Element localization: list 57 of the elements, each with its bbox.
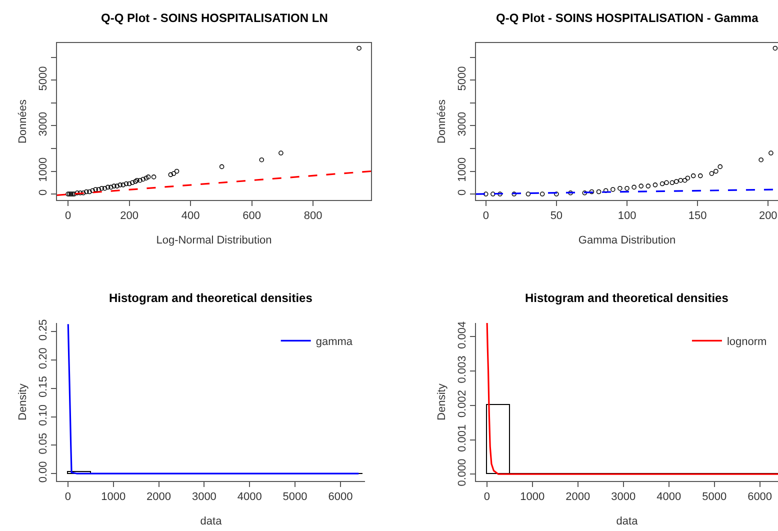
y-tick-label: 5000 xyxy=(38,66,50,91)
y-tick-label: 3000 xyxy=(38,112,50,136)
y-tick-label: 0.20 xyxy=(38,348,50,369)
x-axis-title: data xyxy=(200,515,223,528)
x-tick-label: 400 xyxy=(181,210,200,222)
x-tick-label: 4000 xyxy=(656,491,682,504)
chart-title: Histogram and theoretical densities xyxy=(109,291,313,305)
x-tick-label: 3000 xyxy=(611,491,636,504)
x-tick-label: 3000 xyxy=(192,491,216,504)
x-tick-label: 1000 xyxy=(520,491,545,504)
x-tick-label: 0 xyxy=(64,210,72,222)
y-tick-label: 0.15 xyxy=(38,376,50,398)
x-tick-label: 0 xyxy=(64,491,71,504)
x-tick-label: 6000 xyxy=(748,491,772,504)
x-tick-label: 100 xyxy=(618,210,636,222)
x-tick-label: 1000 xyxy=(101,491,126,504)
x-tick-label: 200 xyxy=(758,210,778,222)
x-tick-label: 150 xyxy=(688,210,707,222)
y-tick-label: 0.001 xyxy=(456,424,469,452)
y-tick-label: 0.003 xyxy=(456,356,469,384)
x-tick-label: 800 xyxy=(304,210,322,222)
y-tick-label: 0.000 xyxy=(456,458,469,486)
x-tick-label: 600 xyxy=(242,210,262,222)
x-tick-label: 0 xyxy=(484,491,490,504)
x-tick-label: 2000 xyxy=(146,491,171,504)
y-tick-label: 0.002 xyxy=(456,390,469,418)
y-tick-label: 0 xyxy=(38,189,50,196)
x-tick-label: 4000 xyxy=(237,491,262,504)
y-tick-label: 0.25 xyxy=(38,319,50,341)
y-axis-title: Density xyxy=(17,383,30,420)
x-tick-label: 5000 xyxy=(702,491,727,504)
x-axis-title: Log-Normal Distribution xyxy=(156,234,272,246)
chart-title: Q-Q Plot - SOINS HOSPITALISATION LN xyxy=(101,11,328,25)
y-tick-label: 0.05 xyxy=(38,432,50,454)
y-axis-title: Données xyxy=(17,98,30,144)
x-tick-label: 50 xyxy=(550,210,563,222)
y-axis-title: Density xyxy=(436,383,448,420)
y-tick-label: 0.004 xyxy=(456,321,469,349)
chart-title: Histogram and theoretical densities xyxy=(525,291,729,305)
y-tick-label: 0.10 xyxy=(38,404,50,426)
y-tick-label: 5000 xyxy=(456,66,469,91)
y-tick-label: 1000 xyxy=(456,157,469,182)
y-tick-label: 0 xyxy=(456,189,469,196)
x-tick-label: 200 xyxy=(120,210,138,222)
x-tick-label: 2000 xyxy=(566,491,590,504)
y-axis-title: Données xyxy=(436,98,448,144)
y-tick-label: 3000 xyxy=(456,112,469,136)
chart-title: Q-Q Plot - SOINS HOSPITALISATION - Gamma xyxy=(496,11,759,25)
x-axis-title: Gamma Distribution xyxy=(578,234,676,246)
x-tick-label: 5000 xyxy=(282,491,308,504)
y-tick-label: 1000 xyxy=(38,157,50,182)
legend-label: lognorm xyxy=(726,336,767,348)
x-axis-title: data xyxy=(616,515,639,528)
x-tick-label: 6000 xyxy=(328,491,353,504)
y-tick-label: 0.00 xyxy=(38,461,50,483)
x-tick-label: 0 xyxy=(482,210,489,222)
legend-label: gamma xyxy=(316,336,354,348)
